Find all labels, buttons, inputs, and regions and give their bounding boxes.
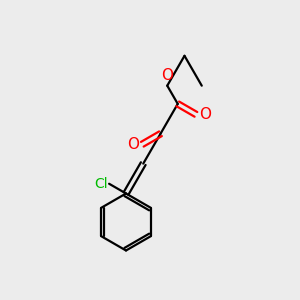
Text: O: O: [199, 107, 211, 122]
Text: O: O: [161, 68, 173, 83]
Text: Cl: Cl: [94, 177, 108, 191]
Text: O: O: [127, 137, 139, 152]
